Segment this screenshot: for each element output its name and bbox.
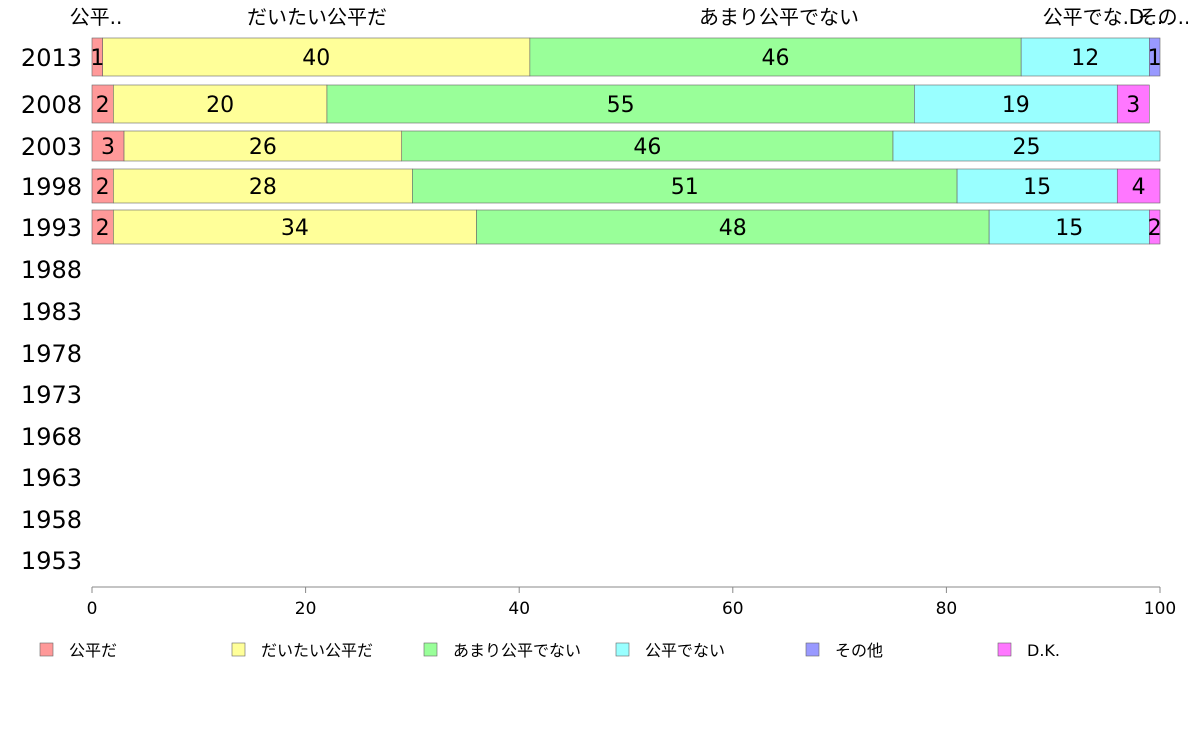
legend-swatch [39, 642, 54, 657]
stacked-bars: 1 40 46 12 12 20 55 19 33 26 46 252 28 51 15 42 34 48 15 2 [90, 37, 1162, 245]
legend: 公平だ だいたい公平だ あまり公平でない 公平でない その他 D.K. [39, 641, 1060, 660]
bar-segment [988, 209, 1150, 245]
bar-value-label: 48 [719, 216, 747, 241]
legend-item: 公平だ [39, 641, 117, 660]
legend-label: 公平でない [645, 641, 725, 660]
bar-value-label: 4 [1132, 175, 1146, 200]
x-tick-label: 0 [87, 599, 98, 619]
bar-value-label: 19 [1002, 93, 1030, 118]
bar-value-label: 51 [671, 175, 699, 200]
year-label: 2003 [21, 133, 82, 161]
bar-value-label: 15 [1023, 175, 1051, 200]
bar-value-label: 25 [1013, 135, 1041, 160]
year-label: 1968 [21, 423, 82, 451]
bar-value-label: 3 [1126, 93, 1140, 118]
year-label: 1993 [21, 214, 82, 242]
year-label: 1978 [21, 340, 82, 368]
bar-value-label: 1 [1148, 46, 1162, 71]
legend-swatch [997, 642, 1012, 657]
top-label: 公平.. [70, 5, 123, 29]
legend-label: あまり公平でない [453, 641, 581, 660]
legend-label: だいたい公平だ [261, 641, 373, 660]
year-label: 1983 [21, 298, 82, 326]
bar-segment [1116, 168, 1161, 204]
top-label: 公平でな.. [1043, 5, 1136, 29]
legend-label: その他 [835, 641, 883, 660]
bar-segment [412, 168, 958, 204]
legend-swatch [423, 642, 438, 657]
bar-value-label: 20 [206, 93, 234, 118]
legend-swatch [231, 642, 246, 657]
bar-value-label: 46 [762, 46, 790, 71]
top-label: だいたい公平だ [247, 5, 387, 29]
year-label: 2008 [21, 91, 82, 119]
year-axis-labels: 2013 2008 2003 1998 1993 1988 1983 1978 1973 1968… [21, 44, 82, 575]
bar-segment [113, 209, 477, 245]
legend-item: その他 [805, 641, 883, 660]
bar-segment [892, 130, 1161, 162]
year-label: 1973 [21, 381, 82, 409]
bar-value-label: 40 [302, 46, 330, 71]
bar-value-label: 1 [90, 46, 104, 71]
bar-segment [102, 37, 531, 77]
bar-value-label: 26 [249, 135, 277, 160]
legend-item: あまり公平でない [423, 641, 581, 660]
bar-value-label: 34 [281, 216, 309, 241]
year-label: 1953 [21, 547, 82, 575]
bar-value-label: 2 [96, 216, 110, 241]
legend-swatch [805, 642, 820, 657]
bar-segment [91, 130, 125, 162]
legend-swatch [615, 642, 630, 657]
year-label: 1988 [21, 256, 82, 284]
x-axis: 0 20 40 60 80 100 [87, 586, 1176, 619]
legend-item: だいたい公平だ [231, 641, 373, 660]
legend-item: 公平でない [615, 641, 725, 660]
bar-value-label: 15 [1055, 216, 1083, 241]
top-label: その.. [1138, 5, 1188, 29]
bar-segment [1149, 209, 1161, 245]
bar-value-label: 2 [1148, 216, 1162, 241]
bar-segment [1020, 37, 1150, 77]
bar-segment [956, 168, 1118, 204]
top-category-labels: 公平.. だいたい公平だ あまり公平でない 公平でな.. その..D... [70, 5, 1188, 29]
legend-item: D.K. [997, 641, 1060, 660]
year-label: 1998 [21, 173, 82, 201]
bar-segment [113, 168, 413, 204]
bar-segment [476, 209, 990, 245]
legend-label: D.K. [1027, 641, 1060, 660]
bar-segment [1149, 37, 1161, 77]
bar-segment [326, 84, 915, 124]
x-tick-label: 80 [936, 599, 958, 619]
x-tick-label: 40 [508, 599, 530, 619]
year-label: 1958 [21, 506, 82, 534]
x-tick-label: 60 [722, 599, 744, 619]
bar-segment [113, 84, 328, 124]
bar-value-label: 46 [633, 135, 661, 160]
bar-value-label: 55 [607, 93, 635, 118]
top-label: D... [1129, 5, 1163, 29]
bar-value-label: 2 [96, 175, 110, 200]
bar-segment [1116, 84, 1150, 124]
bar-segment [123, 130, 403, 162]
year-label: 2013 [21, 44, 82, 72]
bar-value-label: 3 [101, 135, 115, 160]
bar-value-label: 28 [249, 175, 277, 200]
legend-label: 公平だ [69, 641, 117, 660]
x-tick-label: 100 [1144, 599, 1176, 619]
x-tick-label: 20 [295, 599, 317, 619]
year-label: 1963 [21, 464, 82, 492]
top-label: あまり公平でない [699, 5, 859, 29]
bar-value-label: 2 [96, 93, 110, 118]
bar-value-label: 12 [1071, 46, 1099, 71]
bar-segment [914, 84, 1118, 124]
bar-segment [401, 130, 894, 162]
